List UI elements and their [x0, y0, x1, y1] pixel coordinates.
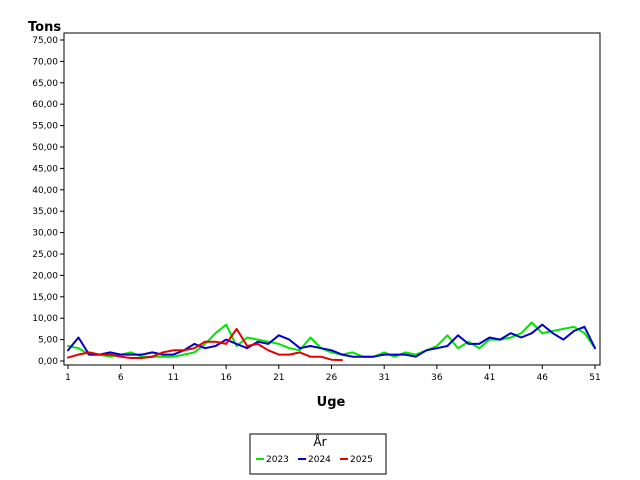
y-tick-label: 55,00 — [32, 122, 58, 132]
y-tick-label: 45,00 — [32, 164, 58, 174]
plot-area — [63, 32, 601, 366]
legend-label-2024: 2024 — [308, 455, 331, 465]
x-tick-label: 11 — [168, 373, 179, 383]
legend-box — [249, 433, 387, 475]
x-tick-label: 21 — [273, 373, 284, 383]
y-tick-label: 15,00 — [32, 293, 58, 303]
x-tick-label: 26 — [326, 373, 338, 383]
y-tick-label: 60,00 — [32, 100, 58, 110]
y-tick-label: 70,00 — [32, 57, 58, 67]
x-axis-title: Uge — [317, 395, 346, 410]
y-tick-label: 10,00 — [32, 314, 58, 324]
series-layer — [67, 321, 596, 362]
y-tick-label: 40,00 — [32, 186, 58, 196]
x-tick-label: 51 — [589, 373, 600, 383]
y-tick-label: 50,00 — [32, 143, 58, 153]
legend-label-2023: 2023 — [266, 455, 289, 465]
legend-label-2025: 2025 — [350, 455, 373, 465]
series-line-2024 — [67, 323, 596, 358]
legend: År 2023 2024 2025 — [249, 433, 387, 475]
x-tick-label: 46 — [537, 373, 549, 383]
x-tick-label: 31 — [378, 373, 389, 383]
y-tick-label: 20,00 — [32, 271, 58, 281]
y-tick-label: 5,00 — [38, 336, 58, 346]
y-axis: 0,00 5,00 10,00 15,00 20,00 25,00 30,00 35,00 40… — [32, 36, 64, 367]
x-tick-label: 36 — [431, 373, 443, 383]
x-axis: 1 6 11 16 21 26 31 36 41 46 51 — [65, 365, 601, 383]
x-tick-label: 16 — [220, 373, 232, 383]
y-tick-label: 0,00 — [38, 357, 58, 367]
series-line-2023 — [67, 321, 596, 358]
y-tick-label: 65,00 — [32, 79, 58, 89]
series-line-2025 — [67, 327, 343, 362]
y-axis-title: Tons — [28, 20, 61, 35]
y-tick-label: 75,00 — [32, 36, 58, 46]
y-tick-label: 25,00 — [32, 250, 58, 260]
x-tick-label: 1 — [65, 373, 71, 383]
y-tick-label: 30,00 — [32, 229, 58, 239]
x-tick-label: 6 — [118, 373, 124, 383]
y-tick-label: 35,00 — [32, 207, 58, 217]
legend-title: År — [313, 434, 326, 449]
x-tick-label: 41 — [484, 373, 495, 383]
